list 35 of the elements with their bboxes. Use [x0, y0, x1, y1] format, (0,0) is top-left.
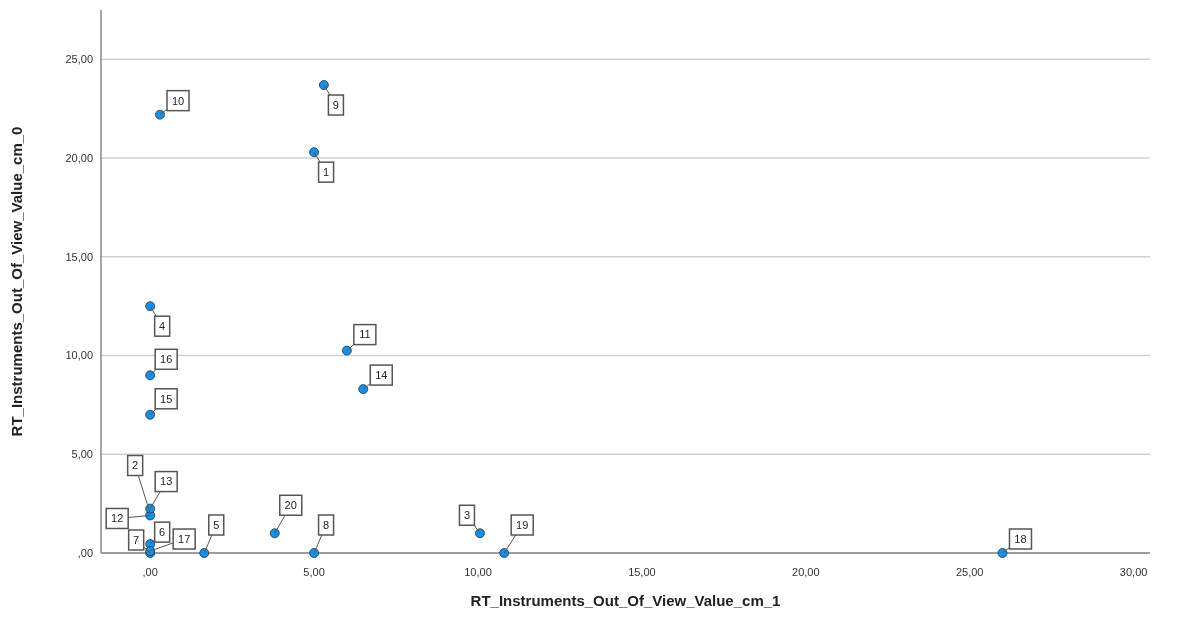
- annotation: 3: [463, 509, 471, 522]
- annotation: 11: [359, 328, 371, 341]
- x-tick-label: 20,00: [792, 566, 820, 578]
- y-axis-title: RT_Instruments_Out_Of_View_Value_cm_0: [8, 126, 25, 437]
- y-tick-label: ,00: [77, 546, 93, 559]
- x-tick-label: 10,00: [464, 566, 492, 578]
- annotation: 20: [284, 499, 297, 512]
- annotation: 7: [133, 533, 140, 546]
- annotation: 17: [178, 532, 191, 545]
- annotation: 10: [171, 94, 185, 107]
- annotation: 13: [160, 475, 173, 488]
- x-tick-label: 15,00: [628, 566, 656, 578]
- x-tick-label: 5,00: [303, 566, 325, 578]
- x-tick-label: ,00: [142, 566, 158, 578]
- annotation: 5: [213, 518, 220, 531]
- annotation: 4: [159, 320, 166, 333]
- y-tick-label: 20,00: [65, 151, 93, 164]
- annotation: 14: [375, 368, 388, 381]
- annotation: 2: [132, 459, 139, 472]
- annotation: 8: [323, 518, 330, 531]
- annotation: 19: [516, 518, 529, 531]
- annotation: 6: [159, 525, 166, 538]
- y-tick-label: 25,00: [65, 53, 93, 66]
- annotation: 16: [160, 353, 173, 366]
- annotation: 9: [332, 98, 339, 111]
- x-tick-label: 25,00: [955, 566, 984, 578]
- annotation: 12: [111, 512, 124, 525]
- y-tick-label: 15,00: [65, 250, 93, 263]
- y-tick-label: 5,00: [71, 448, 93, 461]
- annotation: 18: [1014, 532, 1027, 545]
- x-tick-label: 30,00: [1119, 566, 1148, 578]
- x-axis-title: RT_Instruments_Out_Of_View_Value_cm_1: [470, 592, 781, 609]
- annotation: 15: [160, 392, 173, 405]
- annotation: 1: [323, 166, 330, 179]
- y-tick-label: 10,00: [65, 349, 93, 362]
